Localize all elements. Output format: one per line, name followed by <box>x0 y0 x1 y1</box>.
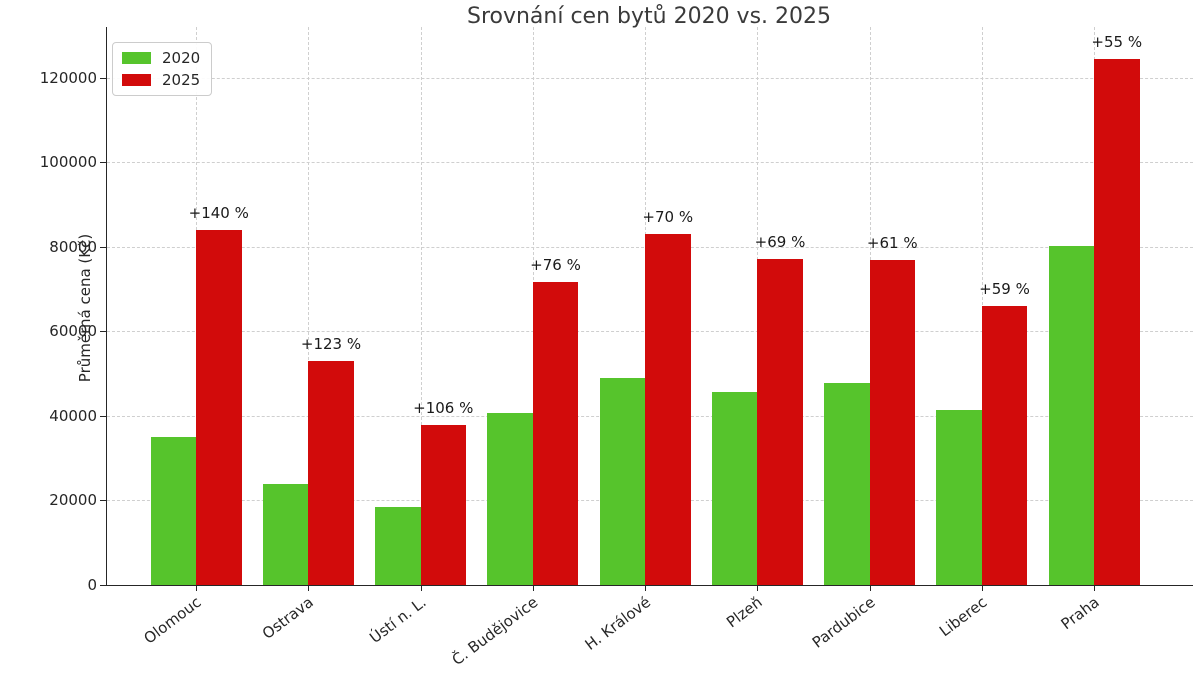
bar-2025-Pardubice <box>869 259 915 585</box>
grid-line-vertical <box>981 27 983 585</box>
y-tick-label: 80000 <box>49 237 97 256</box>
x-tick-label: Olomouc <box>140 593 205 648</box>
y-tick-label: 20000 <box>49 491 97 510</box>
y-tick-mark <box>100 246 106 248</box>
chart-title: Srovnání cen bytů 2020 vs. 2025 <box>466 4 832 29</box>
x-tick-label: Ústí n. L. <box>365 593 430 647</box>
legend-swatch-2020 <box>122 52 151 65</box>
y-tick-label: 60000 <box>49 322 97 341</box>
percent-label: +55 % <box>1091 32 1143 51</box>
y-tick-mark <box>100 500 106 502</box>
percent-label: +123 % <box>300 334 362 353</box>
percent-label: +140 % <box>188 203 249 222</box>
percent-label: +59 % <box>979 280 1030 299</box>
percent-label: +106 % <box>413 398 474 417</box>
y-tick-mark <box>100 415 106 417</box>
x-tick-mark <box>869 585 871 591</box>
bar-2025-H. Králové <box>645 233 691 585</box>
y-tick-label: 0 <box>87 576 97 594</box>
bar-2025-Liberec <box>981 306 1028 585</box>
x-tick-mark <box>981 585 983 591</box>
x-tick-mark <box>532 585 534 591</box>
y-tick-label: 120000 <box>39 68 97 87</box>
legend: 2020 2025 <box>112 42 213 96</box>
bar-2025-Olomouc <box>196 229 242 585</box>
legend-item-2025: 2025 <box>122 70 201 89</box>
bar-2020-Liberec <box>936 410 982 585</box>
grid-line-vertical <box>308 27 310 585</box>
y-tick-label: 40000 <box>49 406 97 425</box>
legend-label-2020: 2020 <box>162 49 201 67</box>
bar-2020-Plzeň <box>711 391 758 585</box>
x-tick-label: Plzeň <box>723 593 767 632</box>
y-tick-label: 100000 <box>39 153 97 172</box>
grid-line-vertical <box>420 27 422 585</box>
x-tick-label: Liberec <box>936 593 991 641</box>
plot-area: 2020 2025 0 20000 40000 60000 80000 100000 120… <box>40 27 1193 669</box>
y-tick-mark <box>100 331 106 333</box>
bar-2020-Č. Budějovice <box>487 412 533 585</box>
x-tick-label: Ostrava <box>259 593 318 643</box>
legend-label-2025: 2025 <box>162 70 201 89</box>
bar-2020-Olomouc <box>150 437 196 585</box>
legend-swatch-2025 <box>122 73 151 86</box>
y-tick-mark <box>100 162 106 164</box>
x-tick-mark <box>645 585 646 591</box>
bar-2025-Plzeň <box>757 259 803 585</box>
y-tick-mark <box>100 585 106 586</box>
bar-2025-Ostrava <box>308 360 354 585</box>
bar-2025-Č. Budějovice <box>532 281 579 585</box>
x-tick-mark <box>757 585 759 591</box>
percent-label: +70 % <box>642 207 694 226</box>
percent-label: +61 % <box>866 233 918 252</box>
x-tick-label: Č. Budějovice <box>448 593 542 670</box>
bar-2020-H. Králové <box>599 378 645 585</box>
percent-label: +69 % <box>754 233 806 252</box>
x-tick-label: H. Králové <box>581 593 654 654</box>
x-tick-mark <box>1094 585 1095 591</box>
x-tick-mark <box>308 585 310 591</box>
x-tick-label: Pardubice <box>808 593 879 652</box>
x-tick-mark <box>420 585 422 591</box>
percent-label: +76 % <box>530 255 581 274</box>
x-tick-label: Praha <box>1057 593 1103 634</box>
grid-line-horizontal <box>107 162 1193 164</box>
bar-2020-Pardubice <box>824 382 870 585</box>
x-tick-mark <box>196 585 197 591</box>
bar-2020-Ústí n. L. <box>375 507 421 585</box>
y-tick-mark <box>100 77 106 79</box>
grid-line-horizontal <box>107 77 1193 79</box>
legend-item-2020: 2020 <box>122 50 200 67</box>
bar-2020-Ostrava <box>262 484 309 585</box>
bar-2025-Ústí n. L. <box>420 424 466 585</box>
bar-2020-Praha <box>1048 245 1094 585</box>
bar-2025-Praha <box>1094 58 1140 585</box>
